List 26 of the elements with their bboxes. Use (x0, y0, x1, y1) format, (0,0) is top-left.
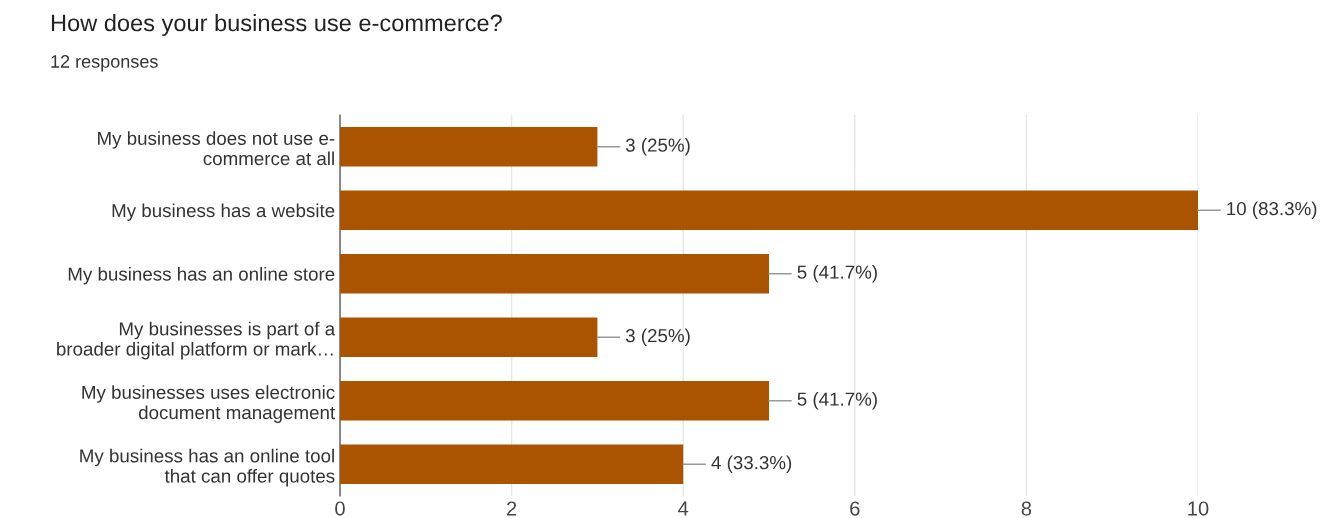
bar (340, 254, 769, 294)
y-tick-label: My business has an online store (68, 266, 335, 285)
y-tick-label: My businesses is part of a broader digital platform or mark… (57, 321, 336, 360)
x-tick-label: 8 (1021, 501, 1032, 516)
text: 12 responses (51, 55, 158, 72)
y-tick-label: My business does not use e- commerce at all (98, 131, 335, 166)
x-tick-label: 0 (335, 501, 345, 516)
x-tick-label: 6 (850, 501, 860, 516)
bar (340, 317, 598, 357)
data-label: 3 (25%) (625, 138, 690, 156)
x-tick-label: 4 (678, 501, 689, 516)
y-tick-label: My businesses uses electronic document management (82, 385, 336, 423)
bar (340, 127, 598, 167)
data-label: 3 (25%) (625, 328, 690, 346)
data-label: 5 (41.7%) (797, 392, 877, 410)
chart-title: How does your business use e-commerce? (51, 14, 502, 36)
y-tick-label: My business has an online tool that can offer quotes (80, 448, 335, 487)
bar (340, 381, 769, 421)
x-tick-label: 10 (1188, 501, 1209, 516)
data-label: 4 (33.3%) (711, 455, 792, 473)
x-tick-label: 2 (507, 501, 517, 516)
data-label: 5 (41.7%) (797, 265, 877, 283)
data-label: 10 (83.3%) (1227, 201, 1317, 219)
y-tick-label: My business has a website (112, 203, 335, 221)
bar (340, 190, 1198, 230)
bar (340, 444, 684, 484)
